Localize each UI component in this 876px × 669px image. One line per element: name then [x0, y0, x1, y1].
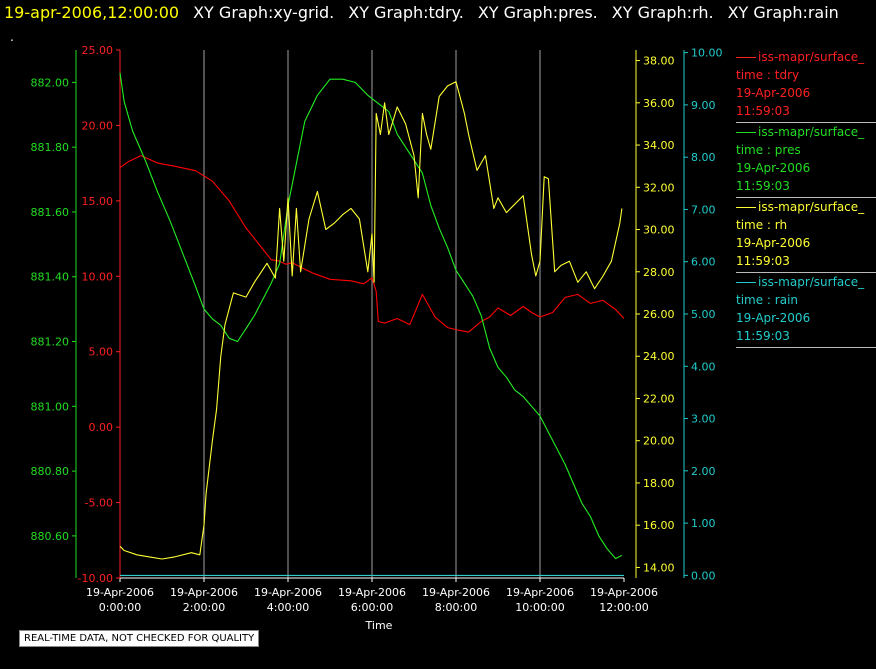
x-tick-label-time: 8:00:00 [435, 601, 477, 614]
rain-tick-label: 2.00 [691, 465, 716, 478]
pres-tick-label: 881.40 [31, 271, 70, 284]
tdry-tick-label: 25.00 [82, 44, 114, 57]
rain-tick-label: 7.00 [691, 203, 716, 216]
legend-date: 19-Apr-2006 [736, 161, 811, 175]
graph-header: 19-apr-2006,12:00:00 XY Graph:xy-grid. XY … [0, 1, 839, 25]
series-line-tdry [119, 155, 625, 333]
rain-tick-label: 9.00 [691, 99, 716, 112]
x-axis-label: Time [365, 619, 393, 632]
legend-date: 19-Apr-2006 [736, 311, 811, 325]
legend-time: 11:59:03 [736, 104, 790, 118]
legend-variable: time : pres [736, 143, 801, 157]
rain-tick-label: 5.00 [691, 308, 716, 321]
rh-tick-label: 16.00 [643, 519, 675, 532]
legend-line-tdry [736, 57, 756, 58]
legend: iss-mapr/surface_ time : tdry 19-Apr-200… [736, 48, 876, 348]
legend-series-name: iss-mapr/surface_ [758, 275, 865, 289]
rh-tick-label: 32.00 [643, 181, 675, 194]
timestamp: 19-apr-2006,12:00:00 [4, 3, 180, 22]
rh-tick-label: 26.00 [643, 308, 675, 321]
rain-tick-label: 8.00 [691, 151, 716, 164]
legend-series-name: iss-mapr/surface_ [758, 50, 865, 64]
rh-tick-label: 36.00 [643, 97, 675, 110]
legend-entry-tdry[interactable]: iss-mapr/surface_ time : tdry 19-Apr-200… [736, 48, 876, 123]
x-tick-label-date: 19-Apr-2006 [338, 586, 406, 599]
pres-tick-label: 881.80 [31, 141, 70, 154]
x-tick-label-time: 10:00:00 [515, 601, 564, 614]
legend-date: 19-Apr-2006 [736, 86, 811, 100]
x-tick-label-date: 19-Apr-2006 [506, 586, 574, 599]
rh-tick-label: 24.00 [643, 350, 675, 363]
x-tick-label-date: 19-Apr-2006 [422, 586, 490, 599]
x-tick-label-time: 6:00:00 [351, 601, 393, 614]
legend-date: 19-Apr-2006 [736, 236, 811, 250]
tdry-tick-label: 0.00 [89, 421, 114, 434]
x-tick-label-date: 19-Apr-2006 [590, 586, 658, 599]
legend-line-rain [736, 282, 756, 283]
x-tick-label-time: 2:00:00 [183, 601, 225, 614]
series-line-pres [119, 72, 623, 560]
legend-series-name: iss-mapr/surface_ [758, 200, 865, 214]
x-tick-label-date: 19-Apr-2006 [86, 586, 154, 599]
rh-tick-label: 28.00 [643, 266, 675, 279]
legend-entry-rh[interactable]: iss-mapr/surface_ time : rh 19-Apr-2006 … [736, 198, 876, 273]
pres-tick-label: 881.00 [31, 400, 70, 413]
legend-line-rh [736, 207, 756, 208]
legend-variable: time : rain [736, 293, 799, 307]
tdry-tick-label: -10.00 [78, 572, 113, 585]
rh-tick-label: 34.00 [643, 139, 675, 152]
legend-time: 11:59:03 [736, 329, 790, 343]
pres-tick-label: 881.20 [31, 336, 70, 349]
rh-tick-label: 20.00 [643, 435, 675, 448]
legend-entry-rain[interactable]: iss-mapr/surface_ time : rain 19-Apr-200… [736, 273, 876, 348]
graph-label-rh[interactable]: XY Graph:rh. [611, 3, 714, 22]
x-tick-label-time: 0:00:00 [99, 601, 141, 614]
pres-tick-label: 881.60 [31, 206, 70, 219]
legend-variable: time : rh [736, 218, 788, 232]
legend-line-pres [736, 132, 756, 133]
rain-tick-label: 6.00 [691, 256, 716, 269]
graph-label-pres[interactable]: XY Graph:pres. [477, 3, 598, 22]
pres-tick-label: 882.00 [31, 76, 70, 89]
tdry-tick-label: 15.00 [82, 195, 114, 208]
rh-tick-label: 18.00 [643, 477, 675, 490]
rain-tick-label: 10.00 [691, 47, 723, 60]
rh-tick-label: 38.00 [643, 55, 675, 68]
x-tick-label-time: 12:00:00 [599, 601, 648, 614]
series-line-rh [119, 81, 623, 560]
tdry-tick-label: 20.00 [82, 119, 114, 132]
tdry-tick-label: -5.00 [85, 497, 113, 510]
header-marker: . [10, 30, 14, 44]
graph-label-tdry[interactable]: XY Graph:tdry. [348, 3, 464, 22]
graph-label-xy-grid[interactable]: XY Graph:xy-grid. [193, 3, 335, 22]
legend-series-name: iss-mapr/surface_ [758, 125, 865, 139]
pres-tick-label: 880.60 [31, 530, 70, 543]
xy-chart[interactable]: 19-Apr-2006 0:00:00 19-Apr-2006 2:00:00 19-A… [0, 0, 736, 669]
tdry-tick-label: 5.00 [89, 346, 114, 359]
x-tick-label-date: 19-Apr-2006 [170, 586, 238, 599]
graph-label-rain[interactable]: XY Graph:rain [727, 3, 839, 22]
rain-tick-label: 0.00 [691, 569, 716, 582]
legend-time: 11:59:03 [736, 179, 790, 193]
legend-variable: time : tdry [736, 68, 800, 82]
tdry-tick-label: 10.00 [82, 270, 114, 283]
rain-tick-label: 1.00 [691, 517, 716, 530]
rh-tick-label: 14.00 [643, 561, 675, 574]
x-tick-label-time: 4:00:00 [267, 601, 309, 614]
legend-time: 11:59:03 [736, 254, 790, 268]
legend-entry-pres[interactable]: iss-mapr/surface_ time : pres 19-Apr-200… [736, 123, 876, 198]
rain-tick-label: 3.00 [691, 413, 716, 426]
quality-disclaimer: REAL-TIME DATA, NOT CHECKED FOR QUALITY [19, 630, 260, 647]
x-tick-label-date: 19-Apr-2006 [254, 586, 322, 599]
rh-tick-label: 30.00 [643, 224, 675, 237]
pres-tick-label: 880.80 [31, 465, 70, 478]
rh-tick-label: 22.00 [643, 392, 675, 405]
rain-tick-label: 4.00 [691, 360, 716, 373]
